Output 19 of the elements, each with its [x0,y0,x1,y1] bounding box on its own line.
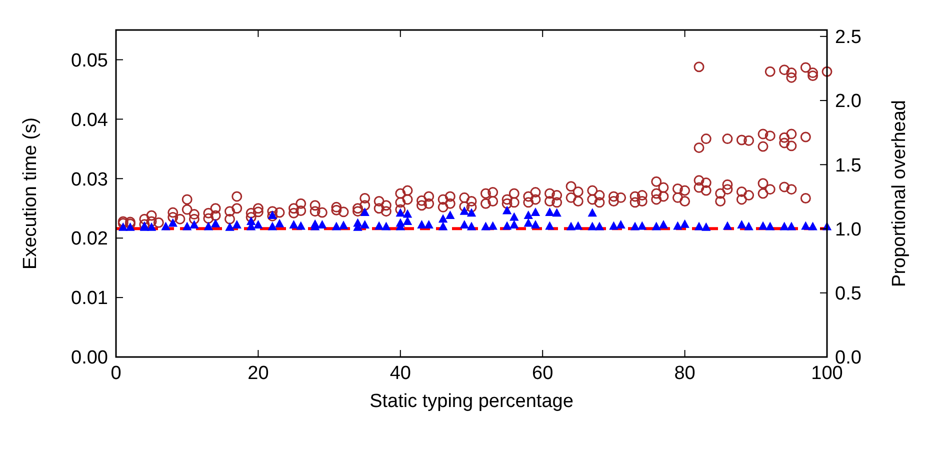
y-tick-label: 0.02 [71,228,108,250]
y-tick-label: 0.05 [71,50,108,72]
y2-tick-label: 2.0 [835,91,862,112]
y-axis-title: Execution time (s) [20,117,41,270]
y-tick-label: 0.00 [71,348,108,369]
y2-tick-label: 2.5 [835,27,862,48]
y2-axis-title: Proportional overhead [889,100,910,287]
x-tick-label: 40 [390,363,411,384]
y-tick-label: 0.04 [71,110,108,131]
x-tick-label: 0 [110,363,122,384]
x-tick-label: 80 [674,363,696,384]
y-tick-label: 0.01 [71,288,108,310]
x-tick-label: 60 [532,363,554,384]
y2-tick-label: 1.0 [835,219,862,240]
x-tick-label: 20 [248,363,269,384]
x-axis-title: Static typing percentage [370,391,574,412]
y2-tick-label: 1.5 [835,155,862,176]
y2-tick-label: 0.5 [835,284,862,305]
y-tick-label: 0.03 [71,169,108,190]
